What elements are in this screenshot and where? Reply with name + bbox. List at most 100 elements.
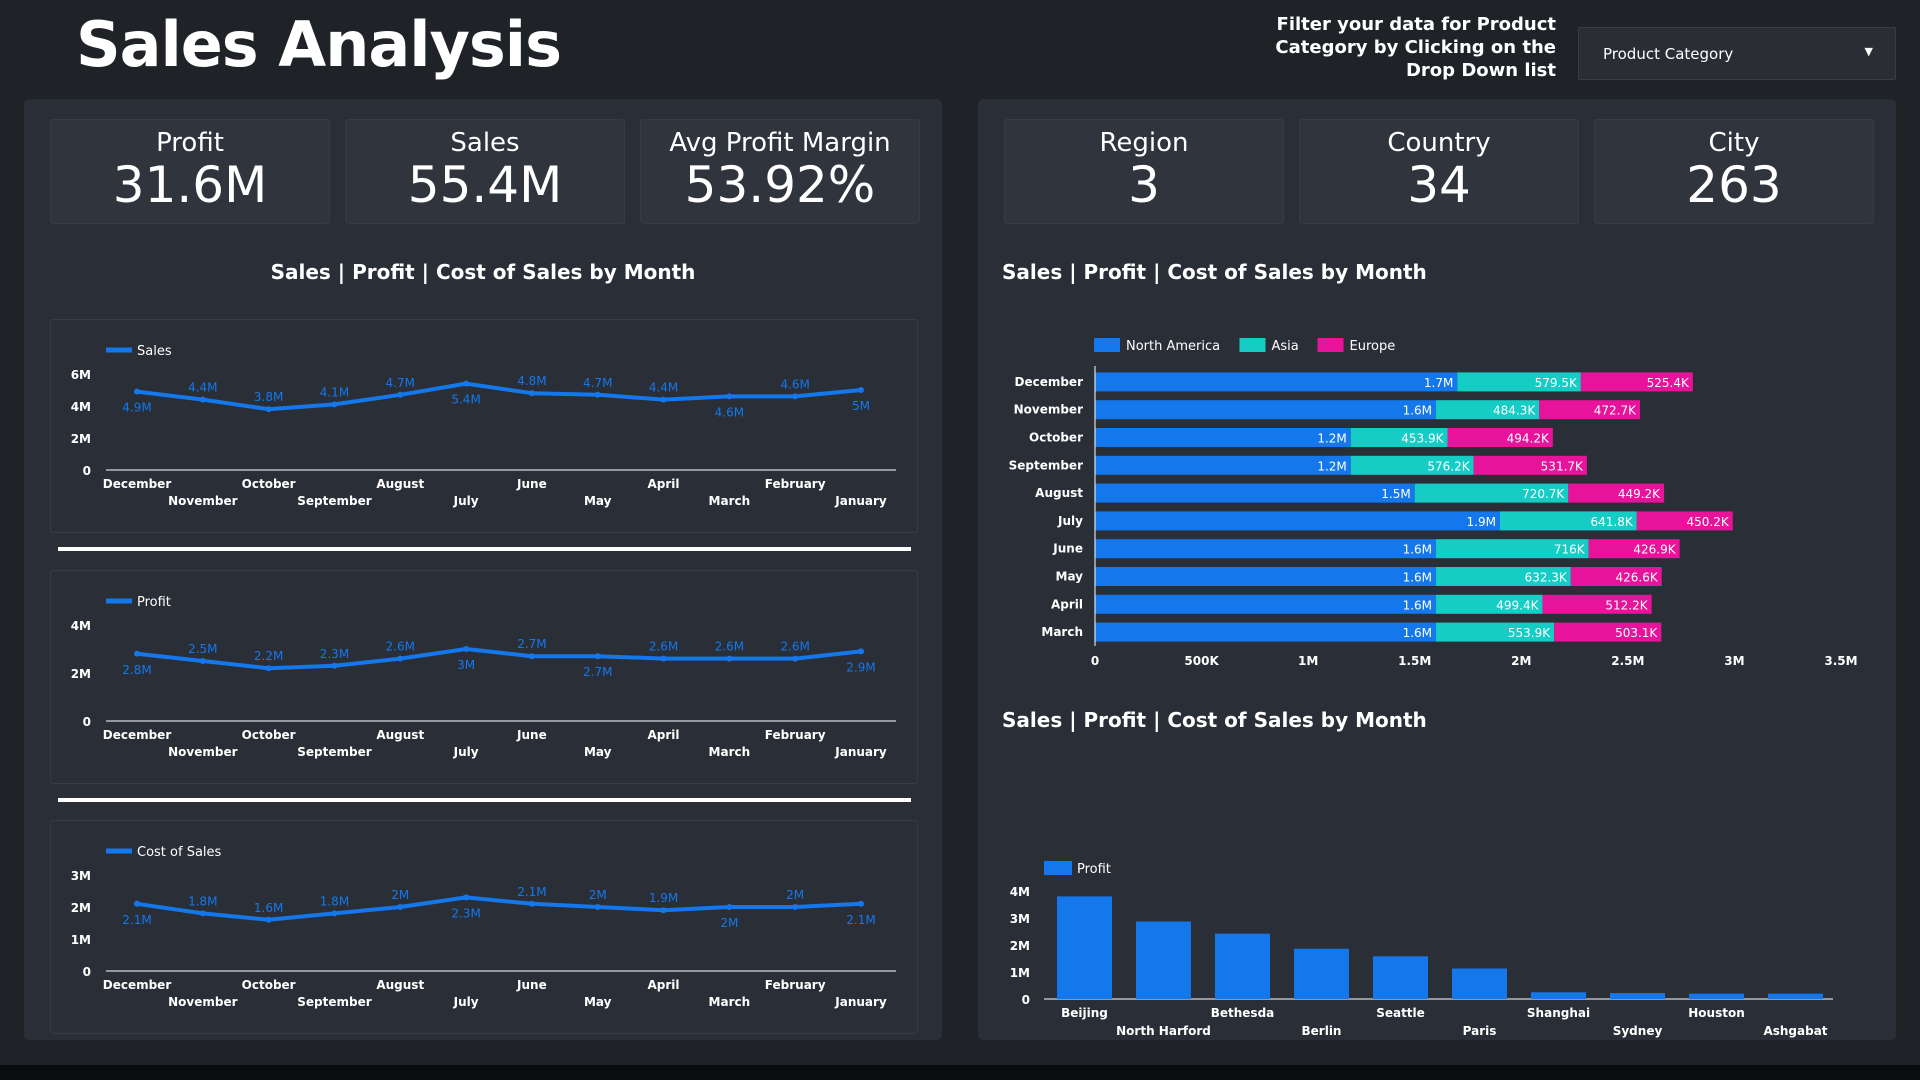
- x-tick-label: September: [297, 494, 371, 508]
- data-label: 2M: [786, 888, 804, 902]
- x-tick-label: August: [376, 728, 424, 742]
- y-tick-label: 6M: [71, 368, 91, 382]
- data-point: [792, 655, 799, 662]
- data-label: 2.2M: [254, 649, 283, 663]
- product-category-dropdown[interactable]: Product Category ▼: [1578, 27, 1896, 80]
- y-tick-label: 2M: [71, 901, 91, 915]
- bar: [1057, 896, 1112, 999]
- legend-label: Profit: [137, 595, 171, 610]
- x-tick-label: July: [453, 995, 479, 1009]
- data-label: 2M: [720, 916, 738, 930]
- x-tick-label: Sydney: [1613, 1024, 1663, 1038]
- city-profit-bar-chart: Profit 0 1M 2M 3M 4M Beijing North HarfordBethe…: [1010, 861, 1833, 1038]
- data-label: 4.6M: [715, 405, 744, 419]
- x-tick-label: North Harford: [1116, 1024, 1211, 1038]
- city-chart-title: Sales | Profit | Cost of Sales by Month: [1002, 708, 1427, 732]
- y-tick-label: September: [1009, 458, 1083, 472]
- y-tick-label: 0: [83, 965, 91, 979]
- data-label: 1.5M: [1381, 487, 1410, 501]
- bar: [1373, 956, 1428, 999]
- kpi-country: Country 34: [1299, 119, 1579, 224]
- x-tick-label: 2M: [1511, 654, 1531, 668]
- x-tick-label: Bethesda: [1211, 1006, 1275, 1020]
- data-point: [726, 393, 733, 400]
- legend-label: Cost of Sales: [137, 845, 222, 860]
- y-tick-label: May: [1056, 570, 1084, 584]
- data-label: 1.6M: [1403, 598, 1432, 612]
- x-tick-label: February: [765, 978, 826, 992]
- legend-label: Profit: [1077, 862, 1111, 877]
- bar: [1215, 933, 1270, 999]
- x-tick-label: 1.5M: [1398, 654, 1431, 668]
- kpi-value: 34: [1407, 156, 1471, 214]
- data-label: 641.8K: [1591, 515, 1634, 529]
- data-label: 2.6M: [715, 640, 744, 654]
- y-tick-label: June: [1052, 542, 1083, 556]
- data-label: 484.3K: [1493, 404, 1536, 418]
- bar-segment: [1414, 483, 1569, 503]
- chevron-down-icon: ▼: [1864, 45, 1873, 58]
- y-tick-label: July: [1057, 514, 1083, 528]
- bar-segment: [1095, 372, 1458, 392]
- data-point: [528, 900, 535, 907]
- bar-segment: [1436, 567, 1571, 586]
- data-point: [858, 648, 864, 655]
- bar-segment: [1095, 483, 1415, 503]
- x-tick-label: Seattle: [1376, 1006, 1425, 1020]
- data-point: [792, 393, 799, 400]
- bar: [1610, 993, 1665, 999]
- x-tick-label: December: [103, 477, 172, 491]
- series-line: [136, 381, 862, 412]
- data-label: 2.6M: [780, 640, 809, 654]
- data-label: 2.5M: [188, 642, 217, 656]
- left-section-title: Sales | Profit | Cost of Sales by Month: [270, 260, 696, 284]
- bar-segment: [1570, 567, 1662, 586]
- x-tick-label: 3.5M: [1824, 654, 1857, 668]
- x-tick-label: January: [834, 745, 887, 759]
- kpi-sales: Sales 55.4M: [345, 119, 625, 224]
- data-point: [199, 910, 206, 917]
- legend-label: Asia: [1272, 339, 1299, 354]
- x-tick-label: August: [376, 978, 424, 992]
- x-tick-label: March: [709, 494, 751, 508]
- x-tick-label: July: [453, 745, 479, 759]
- data-label: 1.6M: [1403, 626, 1432, 640]
- y-tick-label: 2M: [71, 667, 91, 681]
- data-point: [397, 391, 404, 398]
- x-tick-label: Berlin: [1302, 1024, 1342, 1038]
- bar-segment: [1580, 372, 1693, 392]
- bar-segment: [1473, 455, 1587, 475]
- bar-segment: [1588, 539, 1680, 559]
- data-label: 494.2K: [1507, 432, 1550, 446]
- bar-segment: [1542, 594, 1652, 614]
- bar-segment: [1447, 428, 1553, 447]
- sales-line-chart: Sales 0 2M 4M 6M December November October Septe…: [50, 319, 918, 533]
- kpi-region: Region 3: [1004, 119, 1284, 224]
- data-point: [331, 910, 338, 917]
- data-label: 531.7K: [1541, 459, 1584, 473]
- bar: [1136, 921, 1191, 999]
- x-tick-label: Ashgabat: [1763, 1024, 1827, 1038]
- series-line: [136, 647, 862, 671]
- data-label: 2M: [391, 888, 409, 902]
- data-label: 499.4K: [1496, 598, 1539, 612]
- page-title: Sales Analysis: [76, 8, 562, 81]
- data-point: [331, 662, 338, 669]
- data-label: 1.7M: [1424, 376, 1453, 390]
- data-label: 3M: [457, 658, 475, 672]
- bottom-strip: [0, 1065, 1920, 1080]
- x-tick-label: 2.5M: [1611, 654, 1644, 668]
- profit-line-chart: Profit 0 2M 4M December November October Septem…: [50, 570, 918, 784]
- data-label: 4.4M: [649, 381, 678, 395]
- data-label: 426.6K: [1615, 571, 1658, 585]
- legend-label: Sales: [137, 344, 172, 359]
- data-point: [199, 658, 206, 664]
- y-tick-label: 4M: [1010, 885, 1030, 899]
- data-point: [331, 401, 338, 408]
- y-tick-label: March: [1041, 625, 1083, 639]
- data-point: [463, 894, 470, 901]
- data-label: 2.1M: [846, 913, 875, 927]
- bar-segment: [1095, 622, 1437, 642]
- data-label: 716K: [1554, 543, 1586, 557]
- data-label: 579.5K: [1535, 376, 1578, 390]
